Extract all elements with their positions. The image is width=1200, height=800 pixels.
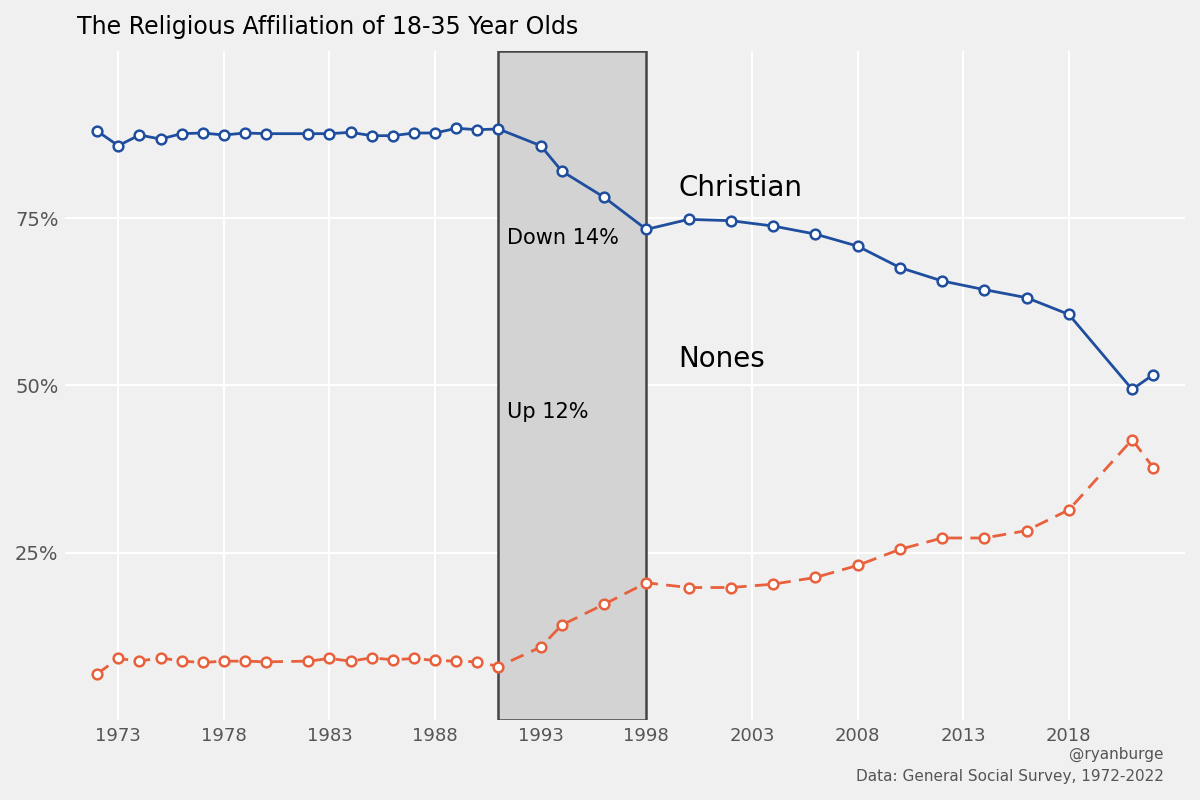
Text: Down 14%: Down 14% (506, 228, 619, 248)
Text: The Religious Affiliation of 18-35 Year Olds: The Religious Affiliation of 18-35 Year … (77, 15, 578, 39)
Text: @ryanburge
Data: General Social Survey, 1972-2022: @ryanburge Data: General Social Survey, … (856, 746, 1164, 784)
Text: Up 12%: Up 12% (506, 402, 588, 422)
Text: Christian: Christian (678, 174, 802, 202)
FancyBboxPatch shape (498, 50, 647, 720)
Text: Nones: Nones (678, 345, 764, 373)
